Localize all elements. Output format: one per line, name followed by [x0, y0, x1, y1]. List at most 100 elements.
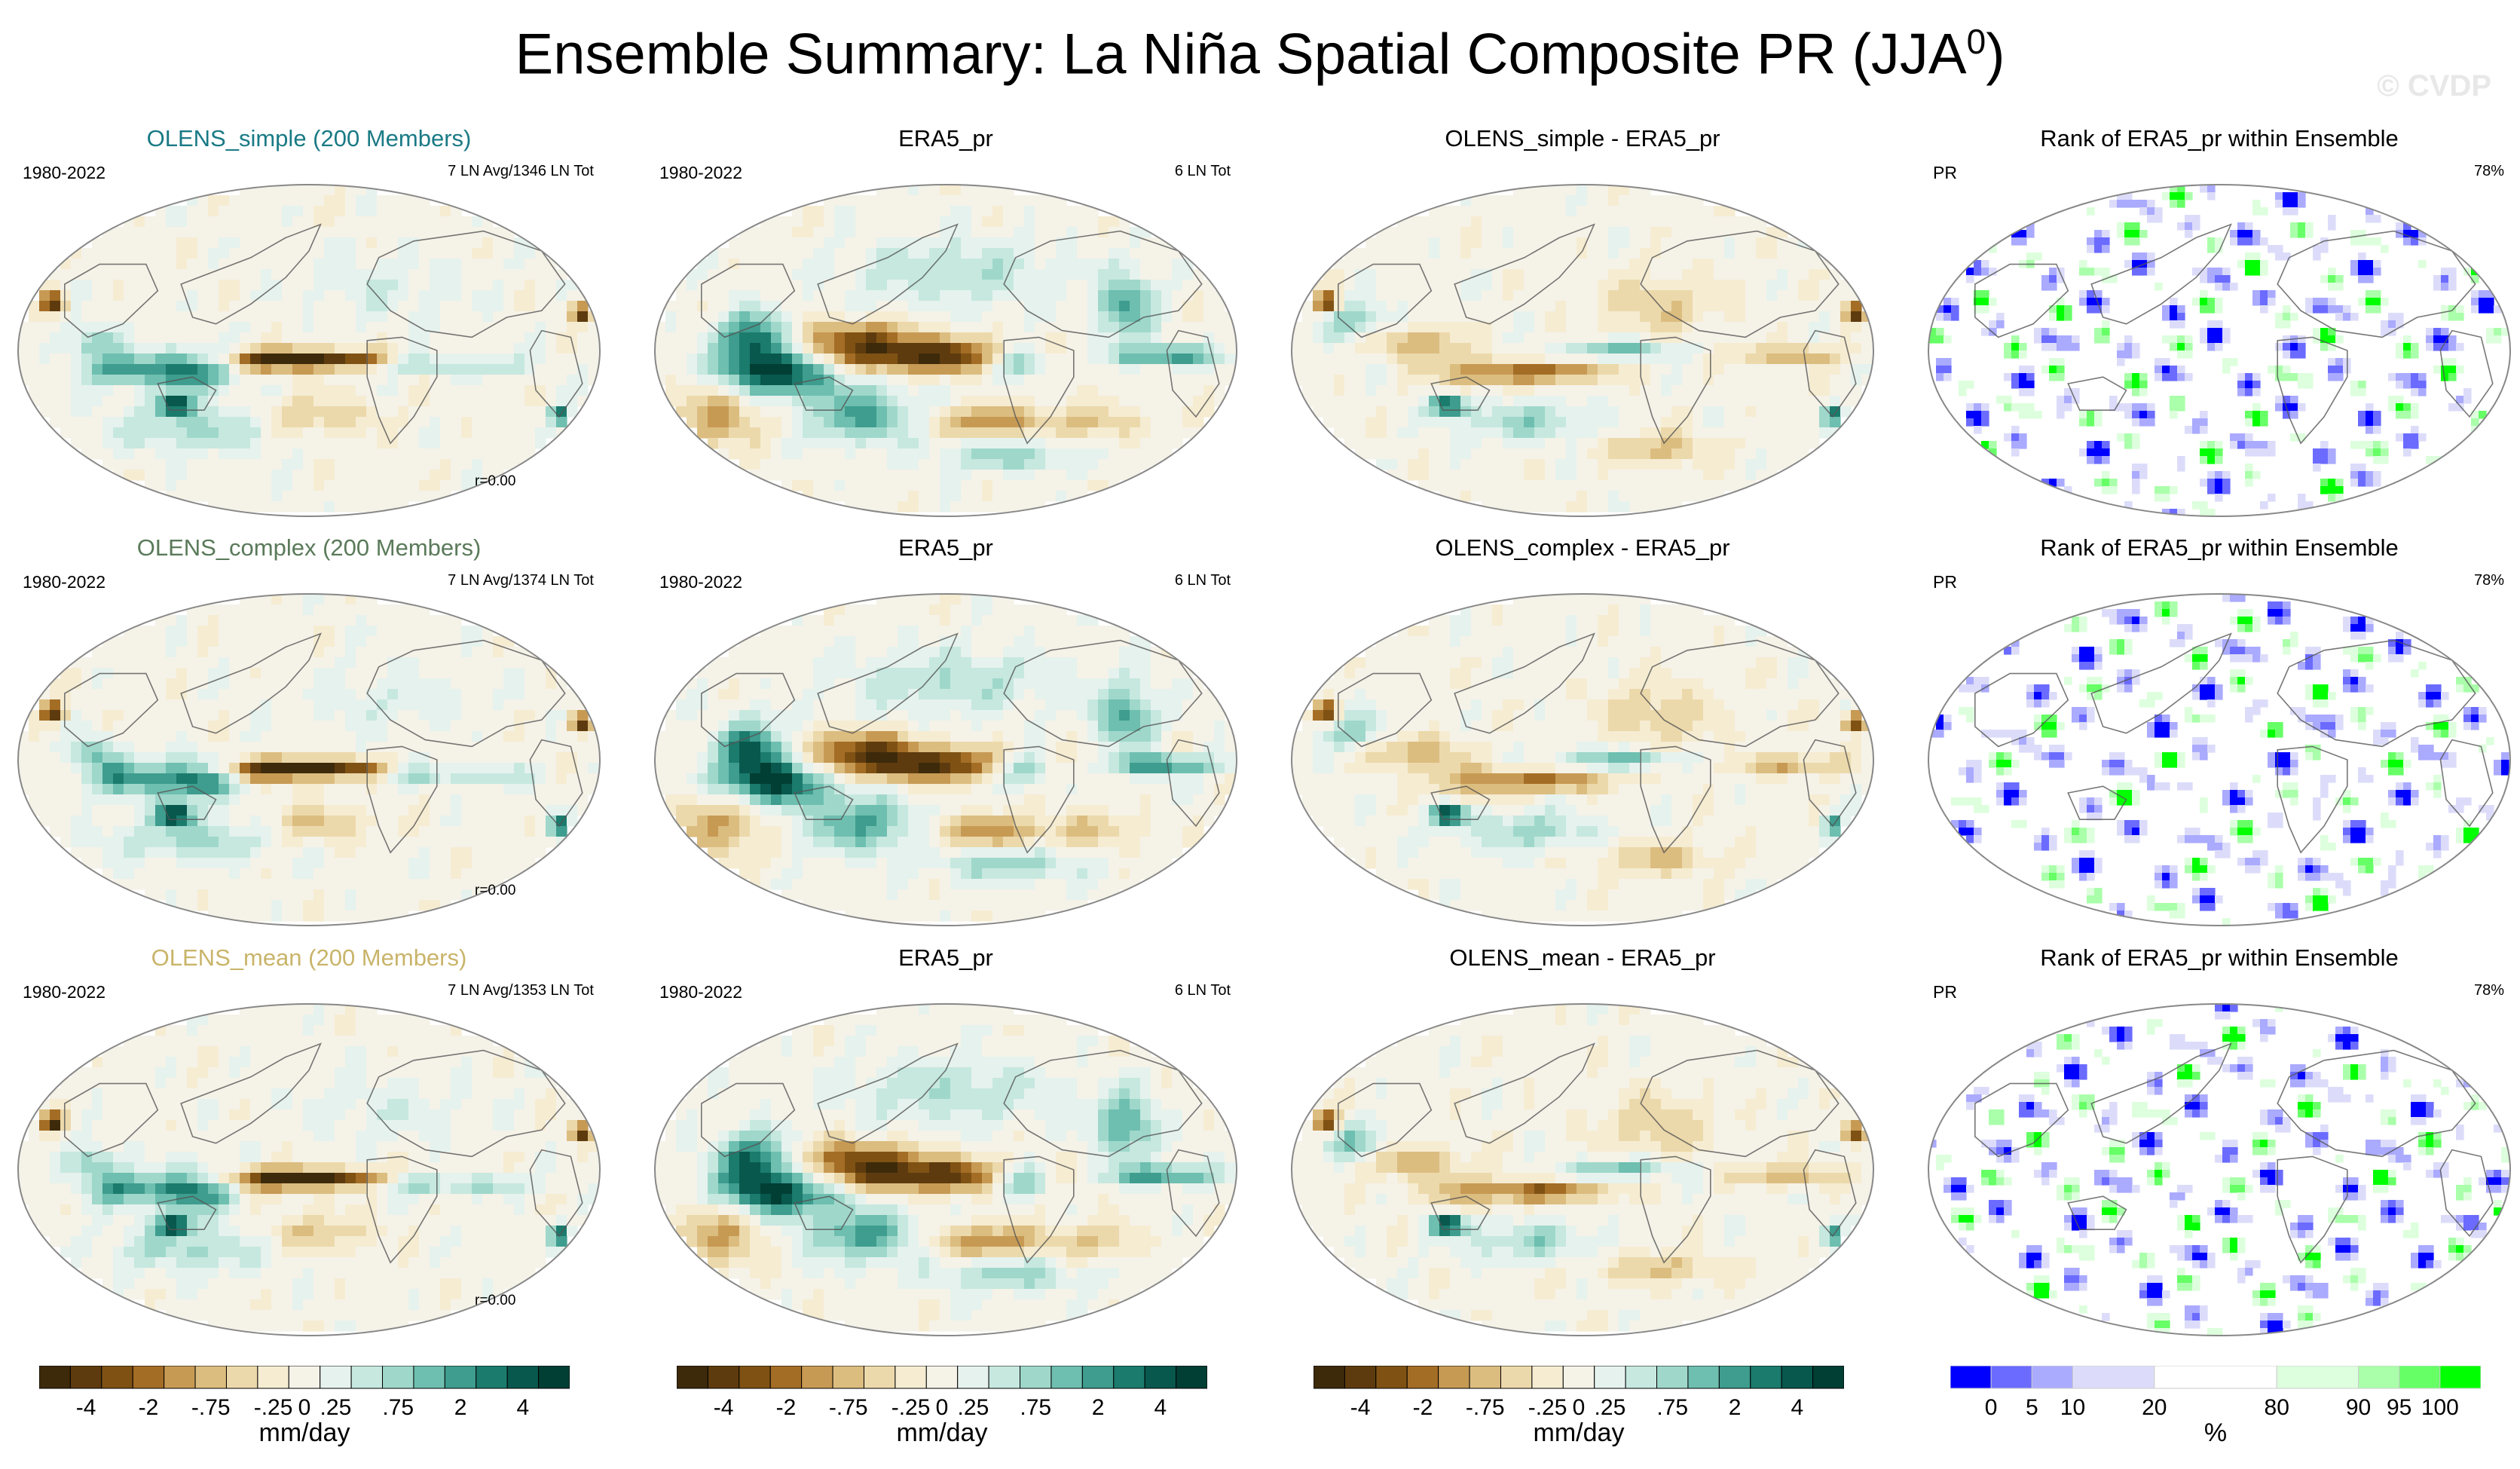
colorbar-tick-label: .25 — [320, 1395, 352, 1420]
colorbar-tick-label: .75 — [382, 1395, 414, 1420]
figure-title: Ensemble Summary: La Niña Spatial Compos… — [0, 21, 2520, 87]
robinson-map — [1291, 593, 1874, 926]
period-label: 1980-2022 — [659, 572, 742, 592]
period-label: 1980-2022 — [659, 163, 742, 182]
colorbar-tick-label: .75 — [1020, 1395, 1051, 1420]
colorbar-swatch — [382, 1365, 414, 1389]
colorbar-swatch — [1020, 1365, 1052, 1389]
panel-title: OLENS_mean - ERA5_pr — [1449, 944, 1716, 971]
colorbar-swatch — [132, 1365, 165, 1389]
colorbar-tick-label: 2 — [1092, 1395, 1105, 1420]
colorbar-tick-label: -4 — [714, 1395, 734, 1420]
panel-title: Rank of ERA5_pr within Ensemble — [2040, 534, 2399, 561]
map-panel: Rank of ERA5_pr within Ensemble PR 78% — [1918, 530, 2520, 941]
robinson-map — [654, 1003, 1237, 1336]
robinson-map — [1928, 184, 2511, 517]
colorbar-swatches: -4 -2 -.75 -.25 0 .25 .75 2 4 — [38, 1365, 570, 1420]
colorbar-swatch — [1594, 1365, 1626, 1389]
map-panel: OLENS_simple (200 Members) 1980-2022 7 LN … — [8, 121, 610, 531]
panel-title: Rank of ERA5_pr within Ensemble — [2040, 125, 2399, 151]
robinson-map — [1928, 1003, 2511, 1336]
colorbar-tick-label: -2 — [776, 1395, 797, 1420]
colorbar-swatch — [444, 1365, 477, 1389]
robinson-map — [654, 593, 1237, 926]
colorbar-swatch — [676, 1365, 708, 1389]
colorbar-swatches: -4 -2 -.75 -.25 0 .25 .75 2 4 — [1313, 1365, 1845, 1420]
colorbar-tick-label: -.25 — [891, 1395, 931, 1420]
colorbar-tick-label: 4 — [1791, 1395, 1804, 1420]
event-count-label: 7 LN Avg/1353 LN Tot — [448, 982, 594, 999]
colorbar-swatch — [413, 1365, 445, 1389]
panel-title: OLENS_complex - ERA5_pr — [1435, 534, 1730, 561]
robinson-map — [1291, 184, 1874, 517]
map-panel: ERA5_pr 1980-2022 6 LN Tot — [644, 940, 1247, 1351]
colorbar-tick-label: -4 — [1350, 1395, 1371, 1420]
colorbar-swatch — [988, 1365, 1021, 1389]
map-panel: OLENS_complex - ERA5_pr — [1281, 530, 1884, 941]
colorbar-tick-label: 2 — [454, 1395, 467, 1420]
colorbar-swatch — [320, 1365, 352, 1389]
colorbar-swatch — [1500, 1365, 1533, 1389]
colorbar-swatch — [476, 1365, 508, 1389]
correlation-label: r=0.00 — [475, 883, 516, 898]
period-label: 1980-2022 — [23, 163, 106, 182]
map-panel: ERA5_pr 1980-2022 6 LN Tot — [644, 530, 1247, 941]
correlation-label: r=0.00 — [475, 1293, 516, 1308]
colorbar-tick-label: 10 — [2060, 1395, 2085, 1420]
event-count-label: 7 LN Avg/1374 LN Tot — [448, 572, 594, 589]
colorbar-swatch — [739, 1365, 771, 1389]
panel-title: ERA5_pr — [898, 125, 993, 151]
colorbar-swatches: -4 -2 -.75 -.25 0 .25 .75 2 4 — [676, 1365, 1208, 1420]
colorbar-swatch — [1375, 1365, 1408, 1389]
event-count-label: 6 LN Tot — [1174, 163, 1231, 179]
panel-title: OLENS_simple - ERA5_pr — [1445, 125, 1720, 151]
colorbar-swatches: 0 5 10 20 80 90 95 100 — [1950, 1365, 2482, 1420]
colorbar-swatch — [1406, 1365, 1439, 1389]
map-panel: OLENS_mean (200 Members) 1980-2022 7 LN Av… — [8, 940, 610, 1351]
colorbar-swatch — [2072, 1365, 2155, 1389]
map-panel: OLENS_simple - ERA5_pr — [1281, 121, 1884, 531]
colorbar-tick-label: 80 — [2265, 1395, 2289, 1420]
colorbar-swatch — [1781, 1365, 1814, 1389]
colorbar-tick-label: 2 — [1729, 1395, 1742, 1420]
colorbar-swatch — [101, 1365, 133, 1389]
colorbar-swatch — [257, 1365, 289, 1389]
colorbar-swatch — [895, 1365, 927, 1389]
robinson-map — [654, 184, 1237, 517]
colorbar-tick-label: .25 — [1595, 1395, 1626, 1420]
period-label: PR — [1933, 163, 1957, 182]
colorbar-swatch — [1656, 1365, 1689, 1389]
colorbar-tick-label: -.75 — [1466, 1395, 1505, 1420]
colorbar-swatch — [863, 1365, 896, 1389]
map-panel: OLENS_complex (200 Members) 1980-2022 7 LN… — [8, 530, 610, 941]
colorbar-swatch — [801, 1365, 833, 1389]
period-label: 1980-2022 — [23, 982, 106, 1002]
colorbar-swatch — [1750, 1365, 1782, 1389]
colorbar-swatch — [1990, 1365, 2032, 1389]
colorbar: -4 -2 -.75 -.25 0 .25 .75 2 4 mm/day — [1313, 1365, 1845, 1460]
colorbar-tick-label: 0 — [298, 1395, 311, 1420]
event-count-label: 78% — [2473, 572, 2504, 589]
colorbar-swatch — [2358, 1365, 2400, 1389]
period-label: 1980-2022 — [659, 982, 742, 1002]
colorbar-swatch — [2399, 1365, 2441, 1389]
colorbar-swatch — [1081, 1365, 1115, 1389]
colorbar-swatch — [2439, 1365, 2482, 1389]
map-panel: Rank of ERA5_pr within Ensemble PR 78% — [1918, 940, 2520, 1351]
colorbar-tick-label: -.75 — [191, 1395, 231, 1420]
title-superscript: 0 — [1966, 22, 1986, 61]
panel-title: OLENS_complex (200 Members) — [136, 534, 482, 561]
colorbar-tick-label: -.75 — [829, 1395, 868, 1420]
colorbar-swatch — [1313, 1365, 1345, 1389]
colorbar-swatch — [1344, 1365, 1377, 1389]
colorbar-tick-label: -4 — [76, 1395, 96, 1420]
colorbar-tick-label: -.25 — [1528, 1395, 1567, 1420]
colorbar-swatch — [2154, 1365, 2277, 1389]
colorbar-tick-label: 20 — [2142, 1395, 2167, 1420]
colorbar-swatch — [957, 1365, 989, 1389]
colorbar-swatch — [769, 1365, 803, 1389]
colorbar-swatch — [1531, 1365, 1564, 1389]
colorbar-swatch — [707, 1365, 740, 1389]
colorbar-tick-label: 90 — [2346, 1395, 2371, 1420]
period-label: PR — [1933, 982, 1957, 1002]
